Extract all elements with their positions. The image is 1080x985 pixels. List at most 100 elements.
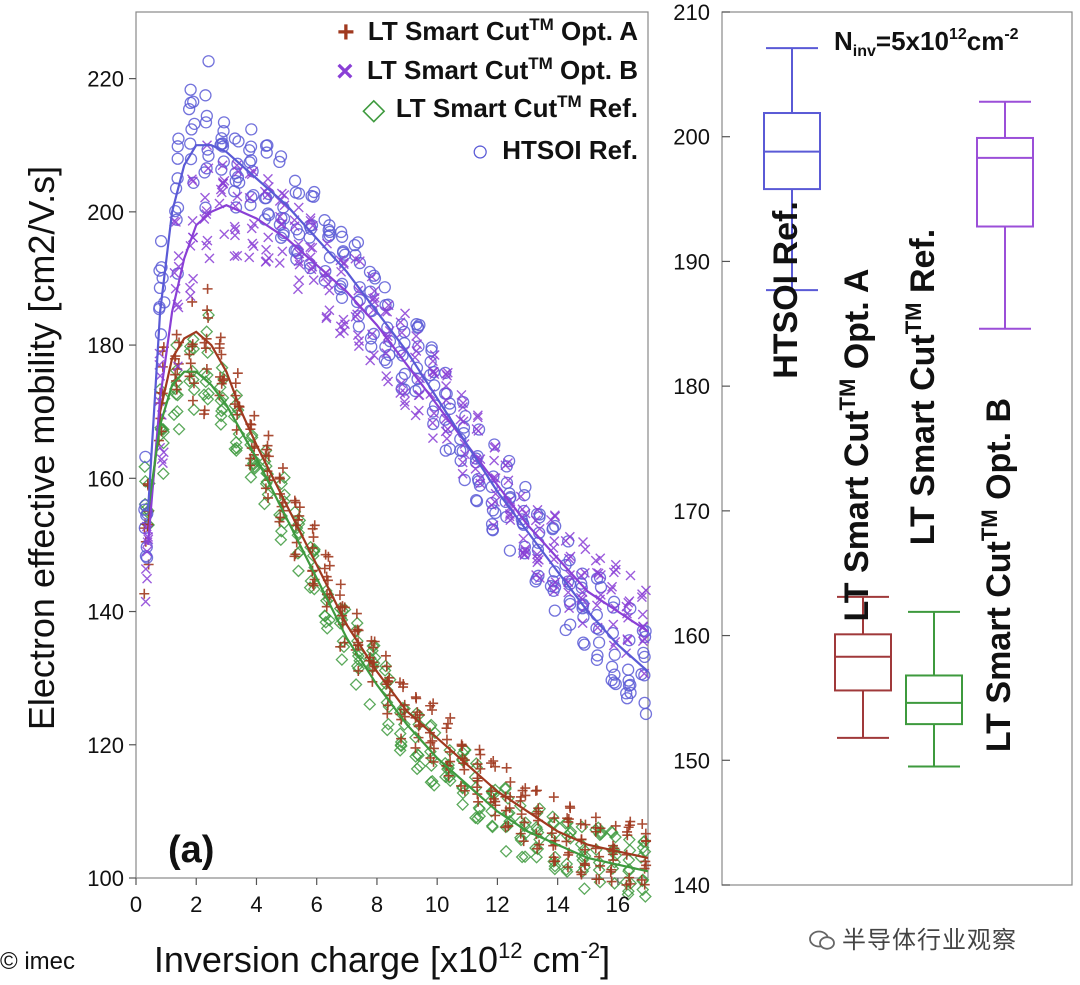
y-tick-label: 220	[87, 67, 124, 92]
x-tick-label: 16	[606, 892, 630, 917]
data-point	[500, 822, 511, 833]
data-point	[199, 116, 213, 129]
data-point	[204, 253, 215, 264]
data-point	[500, 460, 511, 471]
x-tick-label: 8	[371, 892, 383, 917]
data-point	[546, 810, 560, 824]
data-point	[637, 636, 648, 647]
data-point	[202, 387, 215, 401]
data-point	[260, 483, 271, 494]
data-point	[531, 842, 545, 856]
data-point	[263, 430, 274, 441]
data-point	[349, 678, 363, 691]
box-label-text: LT Smart Cut	[904, 334, 942, 545]
data-point	[591, 649, 604, 662]
data-point	[201, 209, 212, 220]
left-x-axis-label: Inversion charge [x1012 cm-2]	[154, 938, 610, 980]
data-point	[245, 453, 256, 464]
data-point	[622, 663, 635, 676]
data-point	[442, 758, 455, 772]
data-point	[380, 306, 391, 317]
data-point	[636, 592, 647, 603]
data-point	[575, 577, 588, 590]
data-point	[623, 634, 636, 647]
data-point	[621, 879, 632, 890]
data-point	[334, 225, 348, 239]
data-point	[200, 343, 211, 354]
data-point	[411, 330, 422, 341]
data-point	[308, 185, 321, 199]
data-point	[424, 759, 438, 773]
data-point	[218, 178, 229, 189]
data-point	[427, 433, 438, 444]
x-tick-label: 10	[425, 892, 449, 917]
data-point	[383, 335, 397, 348]
data-point	[490, 441, 501, 452]
data-point	[183, 374, 196, 388]
data-point	[580, 544, 591, 555]
data-point	[274, 516, 285, 527]
data-point	[307, 578, 318, 589]
data-point	[490, 810, 501, 821]
data-point	[217, 125, 230, 138]
data-point	[473, 802, 487, 816]
data-point	[274, 257, 285, 268]
right-box-chart: 140 150 160 170 180 190 200 210 HTSOI Ref. LT Sm…	[673, 0, 1073, 898]
data-point	[259, 139, 273, 152]
data-point	[170, 369, 181, 380]
data-point	[499, 844, 513, 858]
data-point	[263, 232, 274, 243]
data-point	[575, 818, 586, 829]
data-point	[469, 493, 483, 507]
data-point	[321, 311, 332, 322]
data-point	[290, 497, 301, 508]
legend-text: HTSOI Ref.	[502, 135, 638, 165]
data-point	[427, 417, 438, 428]
data-point	[429, 349, 440, 360]
data-point	[637, 819, 648, 830]
data-point	[473, 425, 484, 436]
y-tick-label: 200	[87, 200, 124, 225]
data-point	[277, 463, 288, 474]
data-point	[353, 285, 364, 296]
data-point	[188, 378, 199, 389]
data-point	[215, 184, 226, 195]
data-point	[138, 460, 152, 474]
data-point	[215, 132, 228, 145]
data-point	[577, 636, 590, 649]
data-point	[335, 653, 349, 667]
y-tick-label: 170	[673, 499, 710, 524]
data-point	[427, 735, 438, 746]
data-point	[502, 454, 516, 468]
data-point	[172, 361, 183, 372]
panel-label: (a)	[168, 829, 214, 871]
data-point	[590, 822, 601, 833]
data-point	[294, 259, 305, 270]
data-point	[378, 281, 391, 294]
data-point	[578, 537, 589, 548]
data-point	[335, 255, 346, 266]
data-point	[305, 213, 316, 224]
legend-marker-icon: ×	[336, 55, 354, 88]
y-tick-label: 100	[87, 866, 124, 891]
data-point	[410, 410, 421, 421]
data-point	[229, 436, 243, 449]
data-point	[456, 389, 467, 400]
data-point	[578, 638, 591, 651]
data-point	[590, 812, 601, 823]
data-point	[230, 441, 244, 455]
data-point	[202, 55, 215, 68]
data-point	[470, 463, 481, 474]
data-point	[410, 742, 421, 753]
data-point	[517, 504, 528, 515]
data-point	[594, 825, 608, 839]
x-tick-label: 14	[545, 892, 569, 917]
data-point	[154, 234, 168, 248]
y-tick-label: 180	[87, 333, 124, 358]
data-point	[485, 518, 499, 531]
data-point	[563, 849, 574, 860]
data-point	[400, 387, 411, 398]
data-point	[595, 553, 606, 564]
data-point	[580, 844, 591, 855]
data-point	[519, 817, 530, 828]
